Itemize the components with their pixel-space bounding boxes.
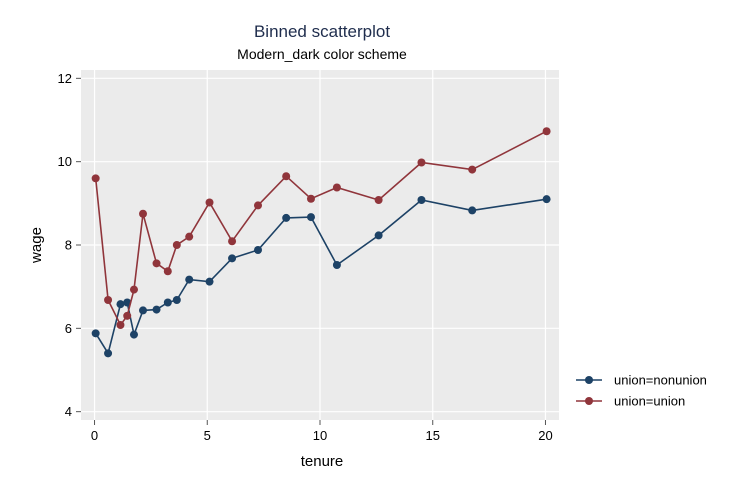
series-union-union xyxy=(91,127,551,329)
data-point xyxy=(228,237,237,246)
x-tick-label: 0 xyxy=(91,428,98,443)
data-point xyxy=(332,183,341,192)
data-point xyxy=(253,246,262,254)
data-point xyxy=(129,330,138,339)
axes: 0 5 10 15 20 4 6 8 10 12 xyxy=(58,71,553,443)
y-tick-label: 8 xyxy=(65,238,72,253)
data-point xyxy=(163,267,172,276)
data-point xyxy=(91,174,100,183)
data-point xyxy=(228,254,237,263)
legend-label: union=nonunion xyxy=(614,373,707,388)
data-point xyxy=(172,241,181,249)
data-series xyxy=(91,127,551,358)
data-point xyxy=(104,296,113,304)
data-point xyxy=(417,196,426,204)
data-point xyxy=(542,127,551,136)
data-point xyxy=(374,231,383,240)
data-point xyxy=(129,285,138,294)
y-tick-label: 12 xyxy=(58,71,72,86)
legend-label: union=union xyxy=(614,394,685,409)
data-point xyxy=(123,311,132,320)
data-point xyxy=(306,194,315,203)
x-tick-label: 20 xyxy=(538,428,552,443)
legend-marker xyxy=(585,376,593,384)
legend: union=nonunion union=union xyxy=(576,373,707,409)
data-point xyxy=(185,232,194,241)
y-axis-label: wage xyxy=(28,227,45,264)
data-point xyxy=(332,261,341,269)
data-point xyxy=(205,198,214,207)
data-point xyxy=(116,321,125,329)
data-point xyxy=(123,298,132,307)
data-point xyxy=(185,275,194,284)
x-tick-label: 5 xyxy=(204,428,211,443)
legend-item: union=union xyxy=(576,394,685,409)
legend-marker xyxy=(585,397,593,405)
data-point xyxy=(306,213,315,222)
data-point xyxy=(282,213,291,222)
data-point xyxy=(139,209,148,218)
data-point xyxy=(172,296,181,304)
chart-title: Binned scatterplot xyxy=(254,22,390,41)
data-point xyxy=(152,259,161,268)
data-point xyxy=(205,277,214,286)
data-point xyxy=(152,305,161,314)
data-point xyxy=(253,201,262,210)
y-tick-label: 10 xyxy=(58,154,72,169)
chart-subtitle: Modern_dark color scheme xyxy=(237,46,407,62)
data-point xyxy=(116,300,125,309)
y-tick-label: 4 xyxy=(65,404,72,419)
data-point xyxy=(468,206,477,215)
series-union-nonunion xyxy=(91,195,551,358)
data-point xyxy=(104,349,113,358)
y-tick-label: 6 xyxy=(65,321,72,336)
data-point xyxy=(542,195,551,204)
series-line xyxy=(95,198,547,356)
data-point xyxy=(139,306,148,315)
x-tick-label: 15 xyxy=(426,428,440,443)
data-point xyxy=(282,172,291,181)
x-tick-label: 10 xyxy=(313,428,327,443)
x-axis-label: tenure xyxy=(301,453,344,470)
data-point xyxy=(163,298,172,307)
legend-item: union=nonunion xyxy=(576,373,707,388)
data-point xyxy=(417,158,426,167)
series-line xyxy=(94,130,547,327)
data-point xyxy=(468,165,477,174)
data-point xyxy=(91,329,100,338)
data-point xyxy=(374,196,383,204)
